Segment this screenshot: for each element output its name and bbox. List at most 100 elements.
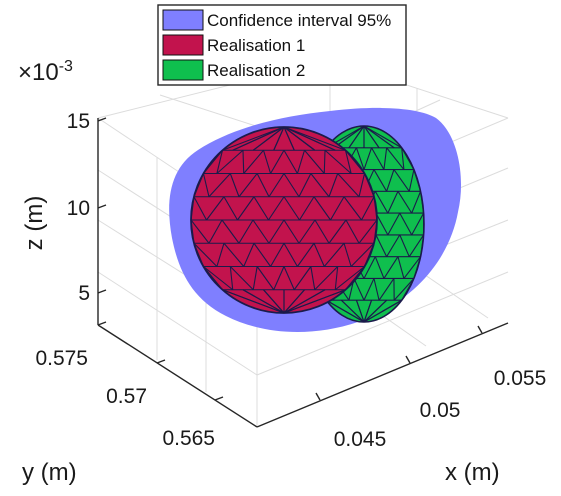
mesh-edge (374, 191, 389, 214)
mesh-edge (383, 256, 399, 279)
z-tick (97, 289, 107, 294)
mesh-edge (358, 219, 377, 244)
mesh-edge (256, 266, 275, 291)
legend-label: Realisation 1 (207, 36, 305, 55)
legend-swatch (162, 59, 204, 81)
mesh-edge (262, 150, 272, 174)
mesh-edge (193, 173, 204, 197)
mesh-edge (293, 266, 312, 291)
mesh-edge (397, 256, 405, 279)
mesh-edge (363, 256, 376, 279)
y-tick-label: 0.57 (106, 385, 147, 408)
mesh-edge (328, 173, 339, 197)
x-axis-label: x (m) (445, 459, 500, 486)
mesh-edge (337, 173, 360, 198)
mesh-edge (345, 149, 365, 174)
mesh-edge (223, 242, 245, 267)
y-tick-label: 0.565 (162, 427, 215, 450)
grid-line (97, 271, 258, 376)
mesh-edge (363, 147, 373, 170)
mesh-edge (334, 266, 365, 291)
mesh-edge (243, 243, 255, 267)
mesh-edge (345, 266, 365, 291)
mesh-edge (238, 219, 254, 244)
mesh-edge (363, 299, 388, 322)
mesh-edge (413, 169, 422, 192)
mesh-edge (363, 126, 395, 149)
mesh-edge (193, 196, 207, 221)
mesh-edge (393, 278, 415, 301)
mesh-edge (386, 234, 401, 257)
mesh-edge (229, 173, 240, 197)
x-tick-label: 0.055 (494, 367, 547, 390)
mesh-edge (399, 212, 413, 236)
mesh-edge (323, 242, 345, 267)
mesh-edge (350, 242, 375, 267)
mesh-edge (298, 173, 312, 197)
y-tick (156, 359, 166, 364)
mesh-edge (355, 147, 365, 170)
legend-label: Confidence interval 95% (207, 11, 391, 30)
mesh-edge (313, 196, 331, 221)
mesh-edge (401, 147, 405, 170)
mesh-edge (330, 196, 345, 221)
mesh-edge (397, 191, 413, 214)
mesh-edge (268, 196, 285, 221)
mesh-edge (252, 266, 258, 290)
mesh-edge (222, 289, 285, 313)
mesh-edge (408, 169, 415, 192)
x-tick-label: 0.045 (334, 428, 387, 451)
mesh-edge (408, 234, 424, 257)
legend-swatch (162, 9, 204, 31)
mesh-edge (363, 126, 380, 149)
mesh-edge (232, 127, 285, 151)
mesh-edge (268, 173, 285, 198)
x-tick (405, 355, 411, 364)
mesh-edge (363, 299, 402, 322)
z-tick-label: 5 (78, 282, 90, 305)
mesh-edge (375, 234, 388, 257)
z-tick-label: 15 (67, 110, 90, 133)
mesh-edge (363, 126, 402, 149)
legend: Confidence interval 95% Realisation 1 Real… (157, 4, 407, 86)
mesh-edge (313, 243, 325, 267)
mesh-edge (216, 243, 225, 267)
mesh-edge (283, 289, 305, 313)
mesh-edge (386, 169, 395, 192)
mesh-edge (283, 127, 295, 151)
mesh-edge (296, 242, 315, 267)
exponent-label: ×10-3 (18, 58, 73, 86)
mesh-edge (387, 191, 399, 214)
mesh-edge (270, 149, 285, 174)
mesh-edge (252, 127, 285, 151)
mesh-edge (283, 196, 300, 221)
mesh-edge (222, 127, 285, 151)
mesh-edge (283, 266, 295, 290)
mesh-edge (310, 266, 316, 290)
mesh-edge (371, 147, 385, 170)
mesh-edge (206, 196, 225, 221)
mesh-edge (270, 242, 285, 267)
mesh-edge (208, 219, 223, 244)
mesh-edge (420, 234, 424, 257)
mesh-edge (373, 219, 377, 244)
mesh-edge (420, 191, 424, 214)
mesh-edge (378, 278, 395, 301)
mesh-edge (242, 150, 245, 174)
mesh-edge (373, 278, 380, 301)
z-axis: 15 10 5 (67, 110, 107, 305)
mesh-edge (208, 173, 231, 198)
z-tick (97, 117, 107, 122)
mesh-edge (283, 289, 346, 313)
mesh-edge (273, 266, 285, 290)
mesh-edge (253, 242, 272, 267)
mesh-edge (373, 196, 377, 221)
mesh-edge (328, 219, 347, 244)
mesh-edge (310, 173, 330, 198)
mesh-edge (216, 150, 224, 174)
mesh-edge (299, 196, 315, 221)
mesh-edge (283, 127, 316, 151)
mesh-edge (229, 266, 234, 290)
mesh-edge (393, 169, 410, 192)
